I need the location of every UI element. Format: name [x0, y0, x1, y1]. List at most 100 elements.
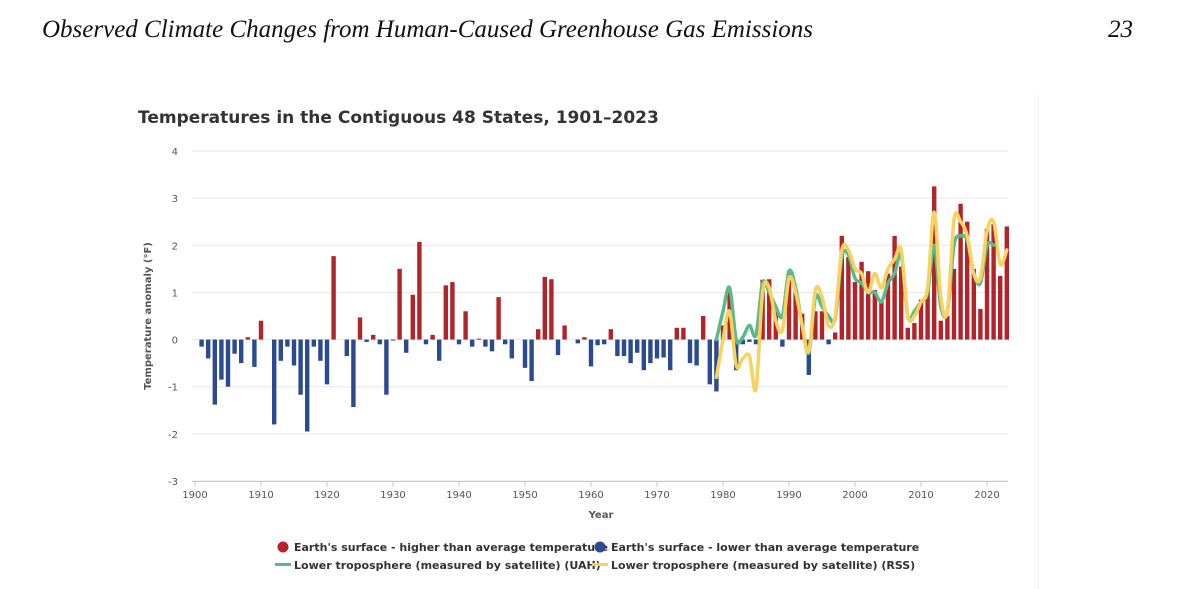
bar-2011	[925, 290, 930, 340]
bar-1967	[635, 339, 640, 353]
legend-item-rss[interactable]: Lower troposphere (measured by satellite…	[592, 559, 915, 572]
bar-1939	[450, 282, 455, 340]
bar-1977	[701, 316, 706, 340]
bar-1948	[509, 339, 514, 359]
x-axis-label: Year	[588, 510, 614, 521]
y-tick-label: -2	[168, 430, 178, 441]
bar-1998	[839, 235, 844, 340]
bar-1924	[351, 339, 356, 407]
bar-1926	[364, 339, 369, 342]
bar-2001	[859, 261, 864, 340]
bar-1966	[628, 339, 633, 364]
bar-1943	[476, 338, 481, 340]
bar-1932	[404, 339, 409, 353]
bar-1925	[357, 317, 363, 340]
bar-2014	[945, 316, 950, 340]
bar-1991	[793, 292, 798, 340]
bar-2017	[965, 221, 970, 340]
bar-1908	[245, 337, 250, 340]
bar-1958	[575, 339, 580, 344]
x-tick-label: 1930	[380, 490, 405, 501]
bar-1921	[331, 256, 336, 340]
legend-label-uah: Lower troposphere (measured by satellite…	[294, 559, 601, 572]
bar-1906	[232, 339, 237, 354]
bar-1984	[747, 339, 752, 342]
legend-label-below: Earth's surface - lower than average tem…	[611, 541, 919, 554]
bar-1941	[463, 311, 468, 340]
chart-panel-border	[1038, 95, 1039, 589]
bar-1931	[397, 268, 402, 340]
bar-2023	[1004, 226, 1009, 340]
bar-2002	[866, 271, 871, 340]
legend-label-rss: Lower troposphere (measured by satellite…	[611, 559, 915, 572]
bar-2016	[958, 203, 963, 340]
bar-1952	[536, 329, 541, 340]
bar-1956	[562, 325, 567, 340]
x-tick-label: 1910	[248, 490, 273, 501]
bar-1933	[410, 294, 415, 340]
bar-1951	[529, 339, 534, 382]
bar-2000	[852, 282, 858, 340]
legend-item-above[interactable]: Earth's surface - higher than average te…	[277, 541, 609, 554]
bar-1945	[489, 339, 495, 352]
bar-1970	[654, 339, 660, 359]
bar-1920	[324, 339, 330, 385]
y-tick-label: -1	[168, 383, 178, 394]
bar-1936	[430, 334, 435, 340]
bar-1923	[344, 339, 349, 357]
bar-1996	[826, 339, 831, 345]
legend-item-uah[interactable]: Lower troposphere (measured by satellite…	[275, 559, 601, 572]
bar-1914	[285, 339, 290, 347]
bar-1987	[767, 279, 772, 340]
bar-1940	[456, 339, 462, 345]
x-tick-label: 1920	[314, 490, 339, 501]
x-tick-label: 1900	[182, 490, 207, 501]
y-tick-label: 1	[172, 288, 178, 299]
x-tick-label: 2020	[974, 490, 999, 501]
bar-1944	[483, 339, 488, 347]
bar-1974	[681, 327, 686, 340]
bar-1964	[615, 339, 620, 357]
bar-1938	[443, 285, 448, 340]
rss-line	[714, 210, 1009, 393]
bar-2003	[872, 290, 877, 340]
y-tick-label: 0	[172, 336, 178, 347]
x-tick-label: 1940	[446, 490, 471, 501]
bar-1989	[780, 339, 785, 347]
bar-1962	[602, 339, 607, 345]
bar-1997	[833, 332, 838, 340]
bar-2006	[892, 235, 897, 340]
bar-1950	[522, 339, 528, 368]
legend-item-below[interactable]: Earth's surface - lower than average tem…	[594, 541, 920, 554]
bar-1990	[786, 271, 792, 340]
bar-1979	[714, 339, 719, 392]
bar-2004	[879, 299, 884, 340]
bar-1965	[621, 339, 627, 357]
bar-2015	[951, 268, 957, 340]
bar-1953	[542, 276, 547, 340]
bar-2008	[905, 327, 910, 340]
bar-2022	[998, 275, 1003, 340]
bar-1904	[219, 339, 224, 380]
legend-marker-uah	[275, 563, 291, 566]
x-tick-label: 1970	[644, 490, 669, 501]
bar-1927	[371, 334, 376, 340]
bar-1937	[437, 339, 442, 361]
bar-1913	[278, 339, 283, 361]
bar-1946	[496, 297, 501, 340]
bar-1999	[846, 257, 851, 340]
bar-2020	[984, 228, 990, 340]
bar-1971	[661, 339, 666, 358]
y-tick-label: 3	[172, 194, 178, 205]
bar-1905	[225, 339, 231, 387]
x-tick-label: 2010	[908, 490, 933, 501]
bar-1910	[258, 320, 264, 340]
bar-2007	[899, 266, 904, 340]
bar-1969	[648, 339, 653, 364]
bar-2009	[912, 323, 917, 340]
bar-2019	[978, 308, 983, 340]
bar-2018	[971, 268, 976, 340]
bar-1909	[252, 339, 257, 367]
bar-1995	[819, 311, 825, 340]
